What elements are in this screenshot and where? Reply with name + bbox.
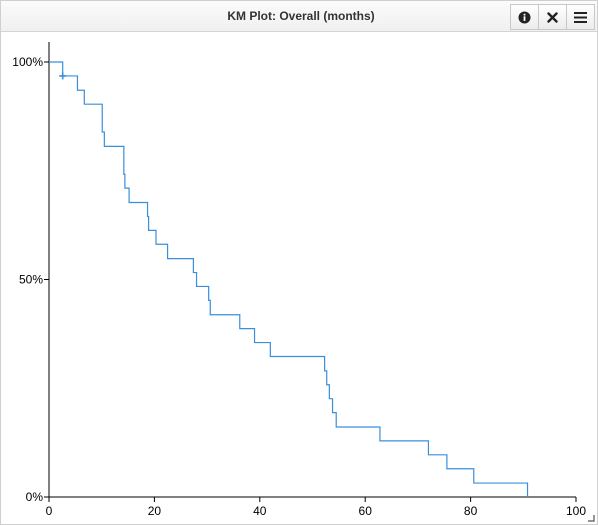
window-controls [510,4,595,30]
censor-mark [59,72,67,80]
y-tick-label: 50% [19,273,43,287]
x-tick-label: 60 [359,504,373,518]
close-button[interactable] [538,4,567,30]
menu-button[interactable] [566,4,595,30]
resize-grip-icon[interactable] [587,514,595,522]
km-chart: 0 20 40 60 80 100 0% 50% 100% [12,42,586,518]
x-tick-label: 100 [566,504,586,518]
x-tick-label: 80 [464,504,478,518]
y-tick-label: 0% [26,490,44,504]
window-title: KM Plot: Overall (months) [227,9,375,23]
x-tick-label: 40 [253,504,267,518]
info-button[interactable] [510,4,539,30]
x-tick-label: 20 [148,504,162,518]
title-bar[interactable]: KM Plot: Overall (months) [1,1,597,32]
hamburger-menu-icon [574,11,587,23]
y-tick-label: 100% [12,55,43,69]
close-icon [547,11,558,23]
survival-curve [49,61,529,497]
info-icon [518,11,531,23]
x-tick-label: 0 [46,504,53,518]
